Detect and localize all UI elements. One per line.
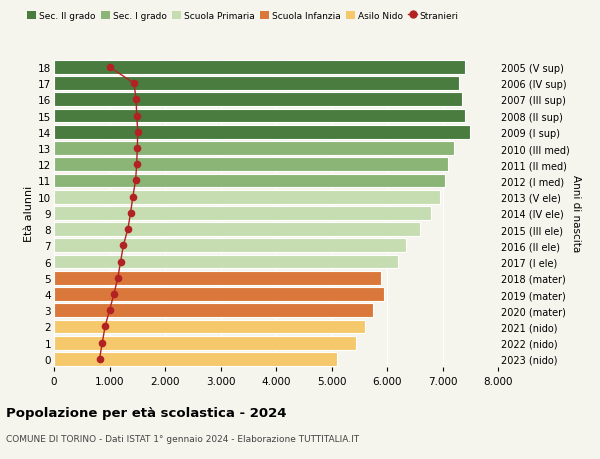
Bar: [54, 352, 337, 366]
Text: Popolazione per età scolastica - 2024: Popolazione per età scolastica - 2024: [6, 406, 287, 419]
Bar: [54, 190, 440, 204]
Bar: [54, 336, 356, 350]
Bar: [54, 77, 459, 91]
Y-axis label: Età alunni: Età alunni: [24, 185, 34, 241]
Text: COMUNE DI TORINO - Dati ISTAT 1° gennaio 2024 - Elaborazione TUTTITALIA.IT: COMUNE DI TORINO - Dati ISTAT 1° gennaio…: [6, 434, 359, 443]
Bar: [54, 271, 382, 285]
Bar: [54, 158, 448, 172]
Y-axis label: Anni di nascita: Anni di nascita: [571, 175, 581, 252]
Bar: [54, 109, 465, 123]
Bar: [54, 93, 462, 107]
Bar: [54, 320, 365, 334]
Bar: [54, 61, 465, 75]
Bar: [54, 287, 384, 301]
Bar: [54, 207, 431, 220]
Bar: [54, 126, 470, 140]
Bar: [54, 255, 398, 269]
Bar: [54, 174, 445, 188]
Bar: [54, 142, 454, 156]
Bar: [54, 239, 406, 253]
Bar: [54, 223, 420, 236]
Bar: [54, 304, 373, 318]
Legend: Sec. II grado, Sec. I grado, Scuola Primaria, Scuola Infanzia, Asilo Nido, Stran: Sec. II grado, Sec. I grado, Scuola Prim…: [28, 12, 459, 21]
